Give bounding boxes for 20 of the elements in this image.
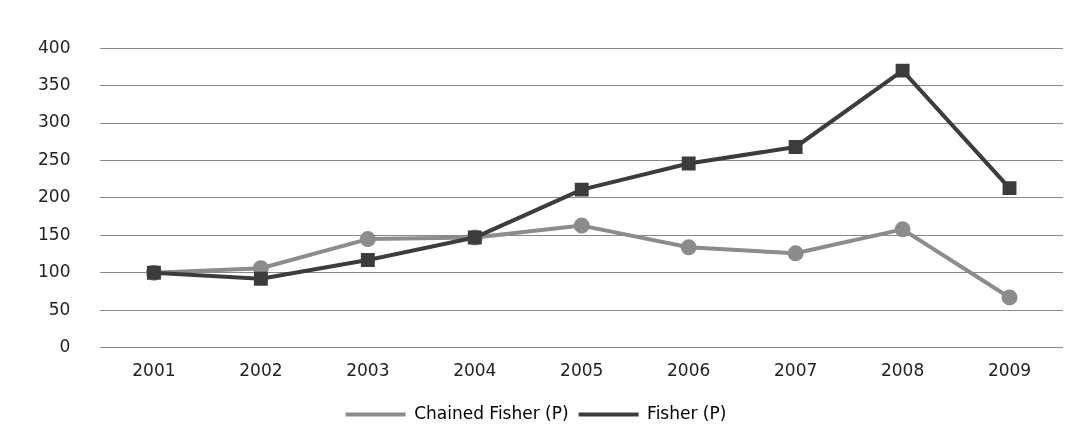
x-tick-label: 2002 [239,360,283,381]
x-tick-label: 2003 [346,360,390,381]
x-tick-label: 2008 [880,360,925,381]
x-tick-label: 2007 [773,360,818,381]
y-tick-label: 400 [37,36,71,57]
x-tick-label: 2001 [132,360,176,381]
y-tick-label: 0 [59,336,71,357]
x-tick-label: 2005 [560,360,604,381]
y-tick-label: 200 [37,186,71,207]
x-tick-label: 2009 [987,360,1032,381]
y-tick-label: 300 [37,111,71,132]
y-tick-label: 50 [48,298,71,319]
y-tick-label: 250 [37,148,71,169]
y-tick-label: 100 [37,261,71,282]
y-tick-label: 150 [37,223,71,244]
legend-label: Chained Fisher (P) [414,402,569,423]
y-tick-label: 350 [37,74,71,95]
x-tick-label: 2006 [667,360,711,381]
x-tick-label: 2004 [453,360,497,381]
legend-label: Fisher (P) [647,402,727,423]
